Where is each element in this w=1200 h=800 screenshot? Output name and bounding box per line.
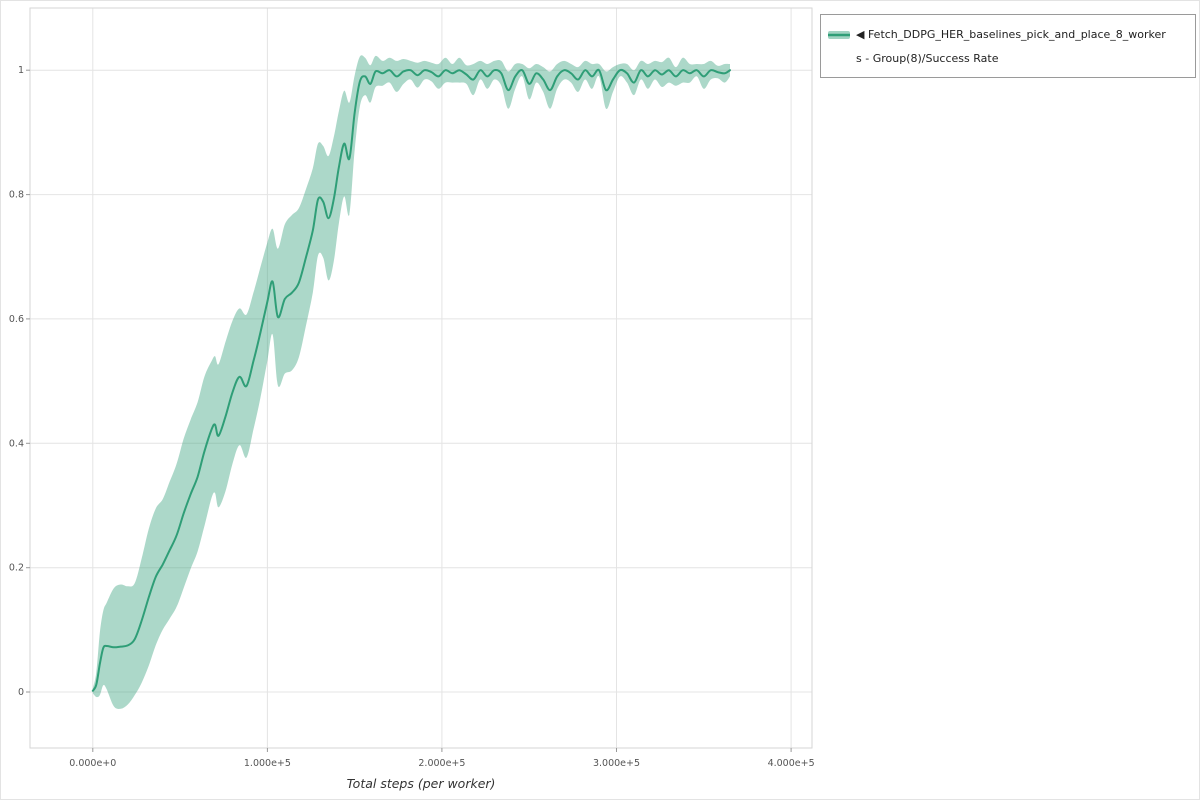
legend-label: ◀ Fetch_DDPG_HER_baselines_pick_and_plac… xyxy=(856,23,1166,71)
y-tick-label: 0.2 xyxy=(9,563,24,574)
legend-series-swatch-icon xyxy=(828,31,850,39)
x-tick-label: 4.000e+5 xyxy=(768,758,815,769)
y-tick-label: 0.6 xyxy=(9,314,24,325)
y-tick-label: 0.8 xyxy=(9,190,24,201)
series-confidence-band xyxy=(92,55,731,709)
plot-border xyxy=(29,7,813,749)
x-axis-label: Total steps (per worker) xyxy=(346,776,496,791)
legend-label-line-2: s - Group(8)/Success Rate xyxy=(856,52,999,65)
series-mean-line xyxy=(91,68,731,692)
y-tick-label: 1 xyxy=(18,65,24,76)
legend-box[interactable]: ◀ Fetch_DDPG_HER_baselines_pick_and_plac… xyxy=(820,14,1196,78)
x-tick-label: 3.000e+5 xyxy=(593,758,640,769)
plot-area: 0 0.2 0.4 0.6 0.8 1 0.000e+0 1.000e+5 2.000e+5 3.… xyxy=(9,7,815,769)
y-tick-label: 0.4 xyxy=(9,438,24,449)
x-tick-label: 0.000e+0 xyxy=(69,758,116,769)
x-tick-label: 2.000e+5 xyxy=(418,758,465,769)
x-tick-label: 1.000e+5 xyxy=(244,758,291,769)
legend-label-line-1: ◀ Fetch_DDPG_HER_baselines_pick_and_plac… xyxy=(856,28,1166,41)
y-tick-label: 0 xyxy=(18,687,24,698)
